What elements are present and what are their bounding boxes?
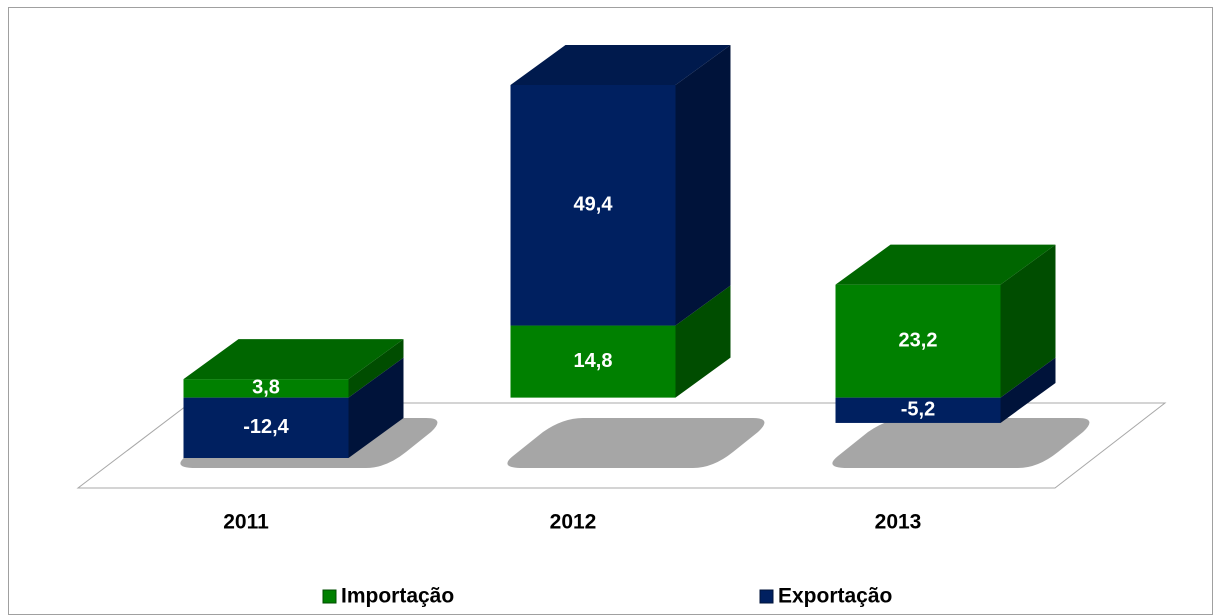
bar — [510, 85, 676, 326]
bar-shadow — [832, 418, 1090, 468]
data-label: 3,8 — [252, 377, 280, 399]
data-label: -5,2 — [901, 399, 935, 421]
legend-label: Exportação — [778, 585, 892, 608]
bar-side — [348, 339, 404, 398]
bar-top — [510, 45, 731, 85]
data-label: 14,8 — [574, 350, 613, 372]
x-tick-label: 2013 — [875, 511, 922, 534]
bar — [183, 379, 349, 398]
bar-side — [348, 357, 404, 458]
bar — [835, 397, 1001, 423]
bar-shadow — [507, 418, 765, 468]
data-label: 49,4 — [574, 194, 614, 216]
data-label: 23,2 — [899, 329, 938, 351]
bar — [835, 284, 1001, 398]
x-tick-label: 2012 — [550, 511, 597, 534]
bar-side — [675, 285, 731, 398]
legend-swatch — [322, 589, 337, 604]
legend-label: Importação — [341, 585, 454, 608]
x-tick-label: 2011 — [223, 511, 269, 534]
bar-side — [1000, 357, 1056, 423]
shadows — [180, 418, 1090, 468]
bar-side — [1000, 244, 1056, 398]
bar-top — [835, 244, 1056, 285]
legend-swatch — [759, 589, 774, 604]
bar — [510, 325, 676, 398]
data-label: -12,4 — [243, 416, 289, 438]
bar-top — [183, 339, 404, 380]
bar-side — [675, 45, 731, 326]
bar — [183, 397, 349, 458]
